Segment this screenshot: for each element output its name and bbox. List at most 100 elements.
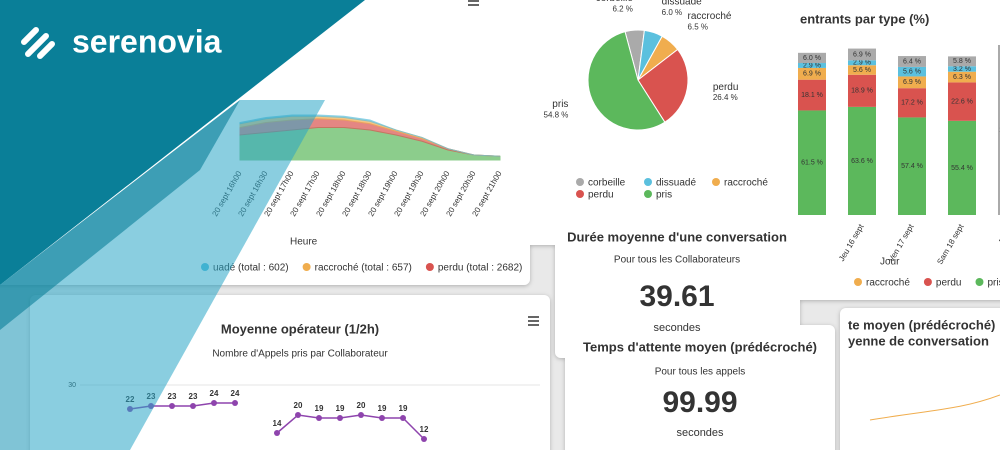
data-label: 55.4 % [951,165,973,172]
card-title: Temps d'attente moyen (prédécroché) [583,339,817,354]
point [295,412,301,418]
panel-subtitle: Nombre d'Appels pris par Collaborateur [212,349,388,360]
pie-value-label: 26.4 % [713,93,738,102]
data-label: 5.6 % [853,67,871,74]
legend-marker [644,178,652,186]
card [565,325,835,450]
data-label: 22.6 % [951,98,973,105]
panel-title: entrants par type (%) [800,11,929,26]
panel-title: Moyenne opérateur (1/2h) [221,321,379,336]
menu-icon [468,0,539,326]
data-label: 19 [378,404,387,413]
data-label: 6.9 % [903,79,921,86]
x-axis-label: Jour [880,257,900,268]
bar [848,60,876,66]
legend-marker [712,178,720,186]
data-label: 3.2 % [953,66,971,73]
point [211,400,217,406]
legend-label: perdu (total : 2682) [438,263,523,274]
pie-label: pris [552,99,568,110]
bar [948,120,976,215]
data-label: 6.3 % [953,74,971,81]
logo-icon [21,27,55,59]
point [232,400,238,406]
data-label: 5.6 % [903,69,921,76]
data-label: 57.4 % [901,163,923,170]
card-subtitle: Pour tous les Collaborateurs [614,255,740,266]
data-label: 12 [420,425,429,434]
point [274,430,280,436]
bar [798,67,826,80]
data-label: 24 [231,389,240,398]
legend-label: pris [987,278,1000,289]
bar [848,65,876,75]
data-label: 6.9 % [853,51,871,58]
pie-value-label: 6.0 % [662,8,682,17]
legend-label: raccroché [724,178,768,189]
data-label: 23 [168,392,177,401]
bar [898,88,926,118]
bar [848,74,876,107]
panel [840,308,1000,450]
legend-marker [923,278,932,286]
bar [998,45,1000,215]
point [337,415,343,421]
point [316,415,322,421]
data-label: 19 [315,404,324,413]
pie-slice [637,48,689,123]
bar [948,56,976,67]
legend-marker [302,263,311,271]
legend-marker [975,278,984,286]
data-label: 6.9 % [803,71,821,78]
data-label: 24 [210,389,219,398]
point [190,403,196,409]
bar [898,76,926,89]
line [276,414,425,440]
pie-label: dissuadé [662,0,702,7]
legend-marker [576,190,584,198]
data-label: 20 [357,401,366,410]
legend-marker [425,263,434,271]
card-unit: secondes [676,427,724,439]
data-label: 17.2 % [901,100,923,107]
data-label: 19 [399,404,408,413]
pie-value-label: 54.8 % [544,111,569,120]
pie-value-label: 6.2 % [612,4,632,13]
brand-shape [0,100,240,330]
data-label: 5.8 % [953,58,971,65]
point [169,403,175,409]
point [400,415,406,421]
pie-label: raccroché [688,11,732,22]
pie-label: corbeille [596,0,634,4]
point [379,415,385,421]
data-label: 18.1 % [801,92,823,99]
data-label: 19 [336,404,345,413]
data-label: 23 [189,392,198,401]
brand-shape [0,100,325,450]
card-subtitle: Pour tous les appels [655,367,746,378]
legend-marker [576,178,584,186]
brand-shape [0,0,365,285]
bar [798,79,826,111]
bar [798,63,826,68]
point [358,412,364,418]
x-axis-label: Heure [290,237,318,248]
bar [898,56,926,67]
bar [948,82,976,121]
decor-line [869,394,1000,421]
data-label: 14 [273,419,282,428]
bar [898,117,926,215]
data-label: 6.0 % [803,55,821,62]
data-label: 63.6 % [851,158,873,165]
legend-label: raccroché (total : 657) [315,263,412,274]
bar [898,66,926,77]
bar [798,52,826,64]
pie-slice [587,31,666,131]
card-value: 39.61 [639,280,714,313]
legend-label: perdu [588,190,614,201]
legend-label: uadé (total : 602) [213,263,289,274]
legend-label: raccroché [866,278,910,289]
legend-marker [854,278,862,286]
card-unit: secondes [653,322,701,334]
bar [948,66,976,72]
